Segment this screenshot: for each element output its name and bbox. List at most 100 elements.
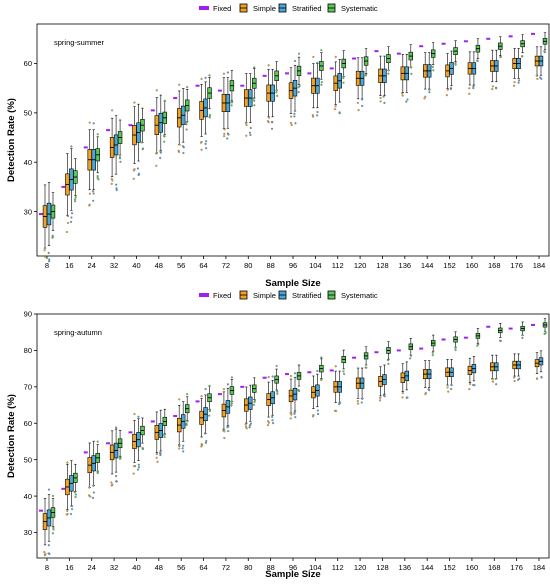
outlier-point (96, 176, 99, 179)
box-simple (65, 153, 70, 234)
outlier-point (226, 71, 229, 74)
outlier-point (446, 386, 449, 389)
y-tick-label: 60 (24, 59, 32, 68)
y-tick-label: 50 (24, 455, 32, 464)
fixed-mark (150, 109, 155, 112)
box-systematic (95, 440, 100, 475)
outlier-point (357, 109, 360, 112)
outlier-point (320, 49, 323, 52)
outlier-point (223, 135, 226, 138)
outlier-point (276, 390, 279, 393)
box-stratified (46, 488, 52, 555)
outlier-point (431, 354, 434, 357)
outlier-point (406, 396, 409, 399)
outlier-point (477, 343, 480, 346)
outlier-point (320, 356, 323, 359)
outlier-point (70, 508, 74, 511)
outlier-point (111, 483, 114, 486)
outlier-point (110, 182, 113, 185)
outlier-point (208, 116, 211, 119)
outlier-point (208, 74, 211, 77)
outlier-point (110, 177, 113, 180)
outlier-point (133, 412, 136, 416)
legend-key-fixed (199, 293, 209, 297)
outlier-point (447, 390, 450, 393)
box-systematic (520, 34, 525, 58)
outlier-point (271, 422, 275, 425)
box-stratified (337, 59, 342, 115)
fixed-mark (39, 509, 43, 512)
box-simple (132, 101, 137, 180)
box-stratified (315, 369, 320, 415)
outlier-point (230, 104, 233, 107)
outlier-point (364, 74, 367, 77)
outlier-point (495, 87, 498, 90)
x-tick-label: 152 (443, 563, 456, 572)
fixed-mark (441, 42, 446, 45)
x-tick-label: 48 (155, 563, 163, 572)
fixed-mark (486, 325, 491, 328)
box-systematic (140, 107, 145, 151)
panel-title: spring-summer (54, 38, 105, 47)
box-simple (266, 376, 271, 427)
x-tick-label: 96 (289, 563, 297, 572)
outlier-point (271, 375, 274, 378)
box-systematic (319, 49, 324, 86)
x-tick-label: 72 (222, 563, 230, 572)
legend-label: Fixed (213, 291, 231, 300)
outlier-point (410, 66, 413, 69)
outlier-point (428, 91, 431, 94)
outlier-point (178, 398, 181, 401)
x-tick-label: 32 (110, 261, 118, 270)
box-systematic (73, 463, 78, 499)
x-tick-label: 80 (244, 261, 252, 270)
fixed-mark (195, 84, 200, 87)
box-stratified (449, 50, 454, 91)
outlier-point (226, 383, 229, 386)
x-tick-label: 88 (266, 261, 274, 270)
x-tick-label: 64 (199, 563, 207, 572)
outlier-point (163, 435, 166, 439)
outlier-point (252, 97, 255, 100)
fixed-mark (61, 487, 66, 490)
box-stratified (471, 51, 477, 90)
box-systematic (475, 328, 481, 347)
fixed-mark (262, 74, 267, 77)
outlier-point (253, 66, 256, 69)
x-tick-label: 8 (45, 261, 49, 270)
outlier-point (137, 415, 140, 418)
outlier-point (89, 495, 92, 498)
fixed-mark (396, 349, 401, 352)
box-simple (445, 359, 450, 393)
outlier-point (342, 81, 345, 84)
outlier-point (294, 416, 297, 419)
outlier-point (74, 493, 77, 496)
x-tick-label: 24 (88, 563, 96, 572)
box-systematic (140, 417, 145, 451)
outlier-point (410, 354, 413, 357)
outlier-point (513, 379, 516, 383)
x-tick-label: 64 (199, 261, 207, 270)
box-stratified (46, 182, 52, 263)
box-stratified (158, 409, 164, 457)
outlier-point (185, 123, 188, 126)
outlier-point (69, 220, 73, 223)
fixed-mark (352, 356, 357, 359)
y-tick-label: 70 (24, 383, 32, 392)
outlier-point (182, 444, 185, 447)
y-axis-title: Detection Rate (%) (6, 98, 17, 182)
outlier-point (115, 480, 118, 483)
outlier-point (270, 127, 274, 130)
outlier-point (518, 79, 521, 82)
outlier-point (401, 396, 404, 399)
outlier-point (248, 131, 252, 134)
outlier-point (92, 484, 95, 487)
outlier-point (96, 440, 99, 443)
box-systematic (341, 50, 346, 84)
outlier-point (115, 183, 118, 186)
legend-label: Stratified (292, 291, 322, 300)
fixed-mark (419, 347, 424, 350)
box-simple (244, 73, 249, 137)
outlier-point (360, 98, 364, 101)
box-stratified (203, 387, 208, 444)
